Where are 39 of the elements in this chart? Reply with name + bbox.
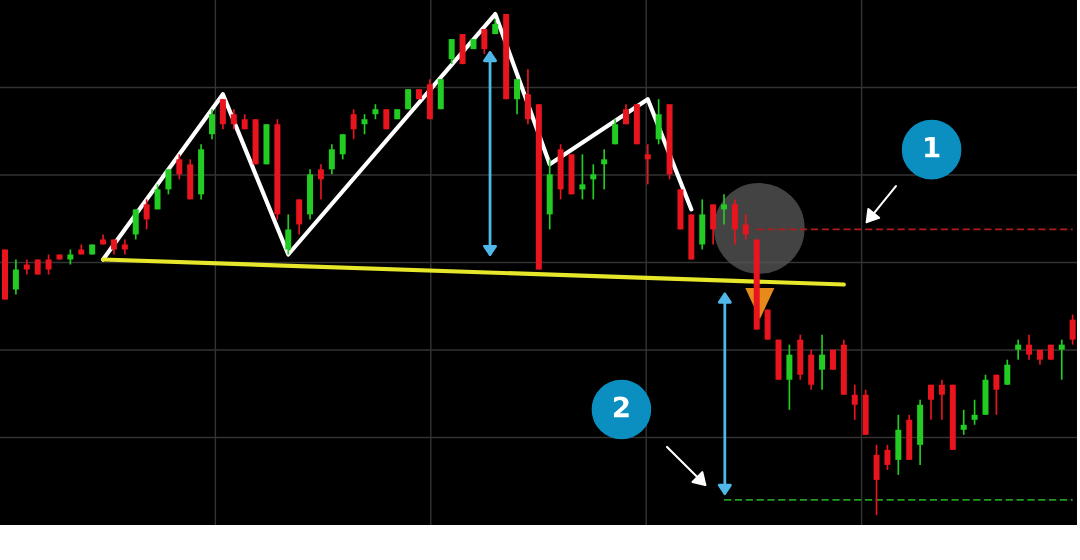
candlestick: [960, 408, 967, 436]
candlestick: [1015, 338, 1022, 361]
candlestick: [819, 333, 826, 391]
candlestick: [1069, 313, 1076, 346]
candlestick: [154, 183, 161, 211]
candlestick: [176, 153, 183, 181]
candlestick: [1058, 338, 1065, 381]
candlestick: [230, 108, 237, 131]
candlestick: [938, 378, 945, 421]
candlestick: [514, 78, 521, 116]
annotation: 2: [613, 396, 629, 418]
candlestick: [317, 163, 324, 201]
candlestick: [851, 383, 858, 421]
candlestick: [601, 148, 608, 191]
candlestick: [285, 213, 292, 256]
candlestick: [165, 168, 172, 196]
candlestick: [644, 143, 651, 186]
candlestick: [45, 253, 52, 276]
candlestick: [971, 398, 978, 426]
candlestick: [993, 373, 1000, 416]
candlestick: [742, 213, 749, 241]
candlestick: [928, 383, 935, 421]
candlestick: [579, 153, 586, 201]
candlestick: [1026, 333, 1033, 361]
candlestick: [612, 118, 619, 146]
candlestick: [209, 108, 215, 141]
candlestick: [350, 108, 357, 141]
candlestick: [339, 133, 346, 161]
candlestick: [12, 258, 19, 296]
annotation: 1: [925, 137, 940, 158]
candlestick: [143, 198, 150, 231]
candlestick: [590, 163, 597, 201]
candlestick: [328, 143, 335, 176]
candlestick: [884, 444, 891, 471]
candlestick: [721, 193, 728, 226]
candlestick: [448, 38, 455, 65]
candlestick: [1004, 358, 1011, 386]
candlestick: [361, 113, 368, 136]
candlestick: [481, 28, 488, 55]
